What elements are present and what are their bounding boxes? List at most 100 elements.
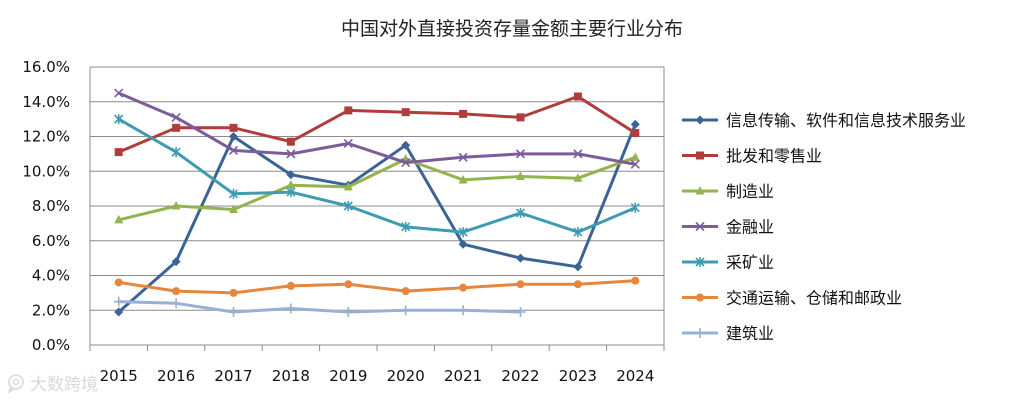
data-point <box>229 123 238 132</box>
legend-item: 制造业 <box>682 182 774 201</box>
data-point <box>458 152 468 162</box>
x-tick-label: 2018 <box>272 367 310 385</box>
data-point <box>343 138 353 149</box>
series-group <box>113 88 640 317</box>
grid-lines <box>90 66 664 311</box>
series-line <box>118 91 636 166</box>
data-point <box>573 262 583 272</box>
x-tick-label: 2023 <box>559 367 597 385</box>
data-point <box>172 123 181 132</box>
series-line <box>118 95 637 154</box>
data-point <box>114 307 124 317</box>
legend-item: 金融业 <box>682 218 774 237</box>
y-tick-label: 16.0% <box>22 58 70 76</box>
data-point <box>695 328 705 338</box>
data-point <box>344 280 353 289</box>
data-point <box>515 149 526 159</box>
data-point <box>401 108 410 117</box>
data-point <box>458 305 469 316</box>
data-point <box>630 119 640 129</box>
watermark: 大数跨境 <box>6 370 98 395</box>
data-point <box>343 306 354 317</box>
data-point <box>229 204 238 213</box>
data-point <box>630 152 640 161</box>
data-point <box>695 221 705 232</box>
legend-item: 信息传输、软件和信息技术服务业 <box>682 111 966 130</box>
data-point <box>286 170 296 180</box>
data-point <box>516 113 525 122</box>
y-tick-label: 12.0% <box>22 128 70 146</box>
chart-title: 中国对外直接投资存量金额主要行业分布 <box>341 18 683 40</box>
x-tick-label: 2019 <box>329 367 367 385</box>
legend-label: 批发和零售业 <box>726 147 822 166</box>
data-point <box>631 129 640 138</box>
legend-label: 制造业 <box>726 182 774 201</box>
data-point <box>459 283 468 292</box>
legend-item: 交通运输、仓储和邮政业 <box>682 289 902 308</box>
data-point <box>114 278 123 287</box>
axes <box>89 67 665 351</box>
data-point <box>515 207 526 218</box>
x-tick-label: 2021 <box>444 367 482 385</box>
data-point <box>573 280 582 289</box>
data-point <box>286 187 296 198</box>
data-point <box>344 106 353 115</box>
data-point <box>573 149 583 159</box>
y-tick-label: 2.0% <box>32 301 70 319</box>
data-point <box>229 288 238 297</box>
legend-item: 采矿业 <box>682 253 774 272</box>
y-tick-label: 0.0% <box>32 336 70 354</box>
data-point <box>631 276 640 285</box>
data-point <box>401 140 411 150</box>
x-tick-label: 2015 <box>100 367 138 385</box>
y-tick-label: 14.0% <box>22 93 70 111</box>
data-point <box>114 88 124 98</box>
data-point <box>401 287 410 296</box>
x-tick-label: 2020 <box>387 367 425 385</box>
data-point <box>515 306 526 317</box>
data-point <box>286 149 296 159</box>
data-point <box>573 227 583 238</box>
data-point <box>696 293 704 302</box>
series-line <box>118 155 636 222</box>
legend-item: 批发和零售业 <box>682 147 822 166</box>
x-tick-label: 2016 <box>157 367 195 385</box>
data-point <box>229 132 238 141</box>
data-point <box>228 145 239 155</box>
data-point <box>630 202 640 213</box>
x-tick-label: 2024 <box>616 367 654 385</box>
x-axis-labels: 2015 2016 2017 2018 2019 2020 2021 2022 2023 2024 <box>100 367 655 385</box>
data-point <box>114 214 124 224</box>
y-tick-label: 8.0% <box>32 197 70 215</box>
data-point <box>171 257 181 267</box>
data-point <box>228 306 239 317</box>
legend-label: 建筑业 <box>726 324 774 343</box>
y-tick-label: 10.0% <box>22 162 70 180</box>
legend-label: 采矿业 <box>726 253 774 272</box>
data-point <box>573 92 582 101</box>
data-point <box>401 157 411 168</box>
y-tick-label: 4.0% <box>32 267 70 285</box>
data-point <box>516 171 525 180</box>
data-point <box>172 287 181 296</box>
data-point <box>114 148 123 157</box>
legend-label: 交通运输、仓储和邮政业 <box>726 289 902 308</box>
y-tick-label: 6.0% <box>32 232 70 250</box>
data-point <box>695 257 705 267</box>
data-point <box>458 227 468 238</box>
data-point <box>286 137 295 146</box>
x-tick-label: 2022 <box>501 367 539 385</box>
data-point <box>171 298 182 309</box>
data-point <box>630 159 640 169</box>
data-point <box>458 174 468 184</box>
data-point <box>286 180 296 189</box>
data-point <box>516 253 525 263</box>
legend-label: 金融业 <box>726 218 774 237</box>
watermark-text: 大数跨境 <box>30 375 98 395</box>
legend-item: 建筑业 <box>682 324 774 343</box>
y-axis-labels: 0.0% 2.0% 4.0% 6.0% 8.0% 10.0% 12.0% 14.0% 16.0% <box>22 58 70 354</box>
legend: 信息传输、软件和信息技术服务业批发和零售业制造业金融业采矿业交通运输、仓储和邮政… <box>682 111 966 343</box>
legend-label: 信息传输、软件和信息技术服务业 <box>726 111 966 130</box>
series-6 <box>114 276 640 297</box>
